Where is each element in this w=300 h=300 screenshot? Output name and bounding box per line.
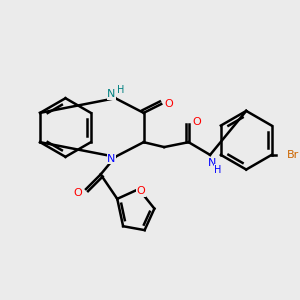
Text: N: N (208, 158, 216, 168)
Text: O: O (136, 186, 145, 196)
Text: N: N (107, 89, 116, 99)
Text: O: O (165, 99, 173, 109)
Text: O: O (74, 188, 82, 198)
Text: O: O (192, 117, 201, 127)
Text: N: N (107, 154, 116, 164)
Text: H: H (118, 85, 125, 95)
Text: H: H (214, 164, 222, 175)
Text: Br: Br (287, 150, 299, 160)
